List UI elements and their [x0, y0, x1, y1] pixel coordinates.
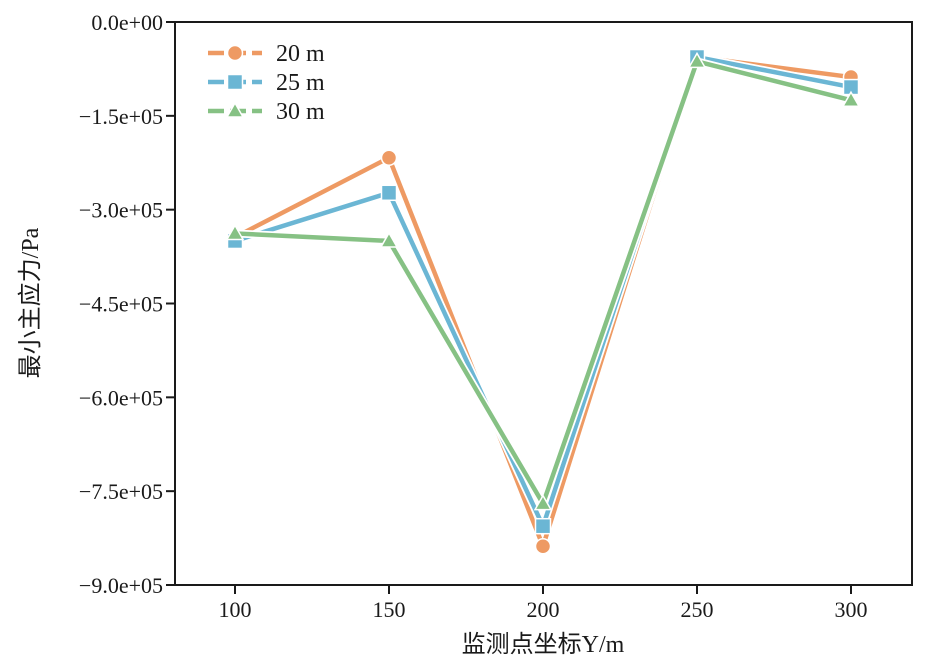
- y-tick-label: −7.5e+05: [79, 479, 163, 504]
- triangle-marker: [379, 231, 399, 248]
- y-tick-label: −9.0e+05: [79, 573, 163, 598]
- circle-marker: [380, 149, 398, 166]
- y-tick-label: −1.5e+05: [79, 104, 163, 129]
- y-tick-label: −6.0e+05: [79, 385, 163, 410]
- x-tick-label: 100: [219, 597, 252, 622]
- x-axis: 100 150 200 250 300: [219, 585, 868, 622]
- x-tick-label: 250: [681, 597, 714, 622]
- series-layer: [225, 48, 861, 555]
- series-30m: [225, 51, 861, 511]
- triangle-marker: [687, 51, 707, 69]
- series-line-halo: [233, 53, 852, 531]
- x-tick-label: 300: [835, 597, 868, 622]
- circle-marker: [534, 537, 552, 555]
- series-20m: [226, 48, 860, 555]
- y-tick-label: −4.5e+05: [79, 292, 163, 317]
- y-axis-label: 最小主应力/Pa: [17, 227, 44, 378]
- legend: 20 m 25 m 30 m: [208, 41, 325, 125]
- legend-triangle-icon: [225, 101, 245, 118]
- series-line-halo: [234, 57, 852, 508]
- legend-item: 20 m: [208, 41, 325, 67]
- x-axis-label: 监测点坐标Y/m: [462, 631, 625, 658]
- series-line: [233, 54, 852, 549]
- legend-label: 25 m: [276, 70, 325, 96]
- series-line: [234, 59, 852, 506]
- y-tick-label: 0.0e+00: [91, 10, 163, 35]
- square-marker: [380, 184, 398, 202]
- legend-item: 30 m: [208, 99, 325, 125]
- triangle-marker: [225, 223, 245, 241]
- y-axis: 0.0e+00 −1.5e+05 −3.0e+05 −4.5e+05 −6.0e+05 −…: [79, 10, 175, 598]
- triangle-marker: [533, 494, 553, 511]
- x-tick-label: 200: [527, 597, 560, 622]
- series-line: [234, 54, 852, 529]
- square-marker: [534, 517, 552, 535]
- series-line-halo: [233, 53, 852, 551]
- legend-square-icon: [226, 73, 244, 91]
- legend-label: 20 m: [276, 41, 325, 67]
- triangle-marker: [841, 90, 861, 107]
- y-tick-label: −3.0e+05: [79, 198, 163, 223]
- legend-item: 25 m: [208, 70, 325, 96]
- legend-label: 30 m: [276, 99, 325, 125]
- legend-circle-icon: [226, 44, 244, 62]
- x-tick-label: 150: [373, 597, 406, 622]
